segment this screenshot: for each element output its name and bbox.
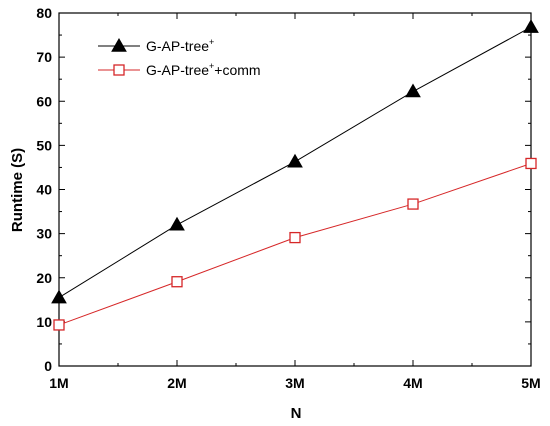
data-point <box>525 157 537 170</box>
y-tick-label: 0 <box>44 358 52 374</box>
series-layer <box>51 19 539 331</box>
x-tick-label: 3M <box>285 375 304 391</box>
axes: 0 10 20 30 40 50 60 70 80 1M 2M 3M 4M 5M <box>36 5 540 391</box>
legend-item-2: G-AP-tree++comm <box>98 61 261 78</box>
y-axis-title: Runtime (S) <box>9 148 26 232</box>
legend-item-1: G-AP-tree+ <box>98 37 214 54</box>
data-point <box>523 19 539 33</box>
data-point <box>407 198 419 210</box>
y-tick-label: 10 <box>36 314 52 330</box>
legend-label-suffix: +comm <box>214 62 260 78</box>
x-tick-label: 5M <box>521 375 540 391</box>
y-tick-label: 60 <box>36 93 52 109</box>
y-tick-label: 40 <box>36 182 52 198</box>
legend: G-AP-tree+G-AP-tree++comm <box>98 37 261 78</box>
data-point <box>51 289 67 304</box>
legend-label: G-AP-tree++comm <box>146 61 261 78</box>
series-line <box>58 162 532 326</box>
data-point <box>287 153 303 168</box>
data-point <box>169 216 185 231</box>
x-tick-label: 2M <box>167 375 186 391</box>
y-tick-label: 80 <box>36 5 52 21</box>
legend-label-main: G-AP-tree <box>146 62 209 78</box>
legend-marker <box>113 64 125 76</box>
data-point <box>289 231 301 244</box>
legend-label: G-AP-tree+ <box>146 37 214 54</box>
y-tick-label: 30 <box>36 226 52 242</box>
data-point <box>53 319 65 331</box>
data-point <box>171 276 183 288</box>
y-tick-label: 20 <box>36 270 52 286</box>
x-axis-title: N <box>291 405 302 422</box>
x-tick-label: 4M <box>403 375 422 391</box>
x-tick-label: 1M <box>49 375 68 391</box>
legend-label-superscript: + <box>209 37 214 47</box>
legend-label-main: G-AP-tree <box>146 38 209 54</box>
y-tick-label: 70 <box>36 49 52 65</box>
legend-marker <box>111 37 127 52</box>
legend-label-superscript: + <box>209 61 214 71</box>
y-tick-label: 50 <box>36 137 52 153</box>
series-1 <box>51 19 539 304</box>
series-2 <box>53 157 537 331</box>
data-point <box>405 83 421 98</box>
